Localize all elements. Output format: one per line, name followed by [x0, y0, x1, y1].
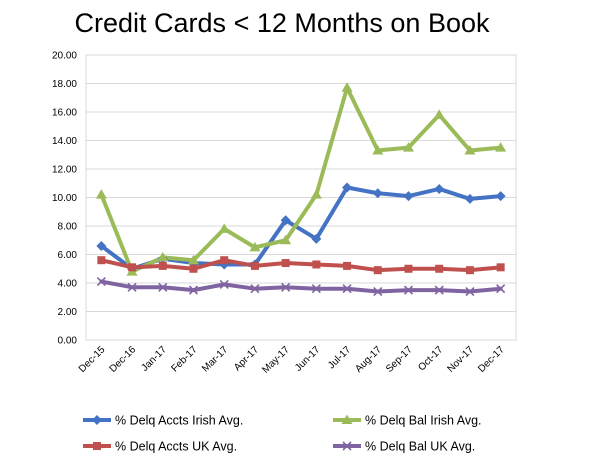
x-tick-label: Apr-17 [232, 344, 261, 373]
y-tick-label: 18.00 [52, 79, 77, 90]
data-point [341, 82, 353, 92]
data-point [403, 142, 414, 152]
data-point [404, 264, 413, 273]
data-point [127, 282, 137, 292]
legend-item: % Delq Bal UK Avg. [333, 440, 475, 454]
data-point [434, 183, 445, 194]
y-tick-label: 6.00 [58, 250, 78, 261]
series-markers [95, 82, 507, 297]
legend-swatch-marker [341, 414, 353, 424]
data-point [249, 241, 261, 252]
series-line-1 [99, 85, 503, 274]
data-point [464, 193, 475, 204]
data-point [250, 261, 259, 270]
y-tick-label: 10.00 [52, 193, 77, 204]
legend-label: % Delq Bal Irish Avg. [365, 414, 482, 428]
legend-item: % Delq Accts Irish Avg. [83, 414, 243, 428]
y-tick-label: 8.00 [58, 222, 78, 233]
y-tick-label: 2.00 [58, 307, 78, 318]
data-point [373, 286, 383, 297]
data-point [434, 285, 444, 295]
data-point [433, 109, 445, 119]
chart-title: Credit Cards < 12 Months on Book [75, 8, 490, 38]
data-point [403, 285, 414, 295]
data-point [158, 282, 168, 292]
series-line-2 [99, 258, 503, 273]
x-tick-label: Feb-17 [169, 344, 199, 374]
data-point [495, 191, 506, 202]
data-point [96, 277, 106, 287]
legend-swatch-marker [342, 441, 352, 451]
x-axis: Dec-15 Dec-16 Jan-17 Feb-17 Mar-17 Apr-17 May-… [77, 344, 507, 376]
y-tick-label: 16.00 [52, 108, 77, 119]
legend-label: % Delq Bal UK Avg. [365, 440, 475, 454]
data-point [372, 188, 383, 199]
data-point [157, 251, 169, 262]
legend-swatch-marker [93, 442, 101, 450]
y-tick-label: 0.00 [58, 336, 78, 347]
x-tick-label: Dec-16 [108, 344, 139, 375]
x-tick-label: Sep-17 [384, 344, 415, 375]
x-tick-label: Aug-17 [353, 344, 384, 375]
data-point [464, 144, 476, 155]
data-point [310, 189, 322, 199]
legend-label: % Delq Accts Irish Avg. [115, 414, 243, 428]
x-tick-label: Jul-17 [326, 344, 353, 371]
x-tick-label: Nov-17 [445, 344, 476, 375]
data-point [95, 189, 107, 199]
x-tick-label: Dec-17 [476, 344, 507, 375]
data-point [128, 263, 137, 272]
y-tick-label: 20.00 [52, 51, 77, 62]
data-point [250, 284, 260, 294]
data-point [280, 215, 291, 226]
data-point [403, 191, 414, 202]
series-line-3 [99, 279, 503, 294]
data-point [312, 260, 321, 269]
data-point [373, 266, 382, 275]
data-point [188, 285, 199, 295]
legend-item: % Delq Accts UK Avg. [83, 440, 237, 454]
data-point [188, 254, 199, 265]
data-point [97, 256, 106, 265]
data-point [342, 284, 352, 294]
data-point [311, 233, 322, 244]
data-point [281, 282, 291, 292]
data-point [281, 259, 290, 268]
y-tick-label: 14.00 [52, 136, 77, 147]
legend-swatch-marker [92, 415, 102, 425]
x-tick-label: Oct-17 [416, 344, 445, 373]
data-point [496, 284, 506, 294]
series-lines [99, 85, 503, 294]
legend-label: % Delq Accts UK Avg. [115, 440, 237, 454]
data-point [219, 279, 229, 289]
x-tick-label: Mar-17 [200, 344, 230, 374]
data-point [343, 261, 352, 270]
data-point [158, 261, 167, 270]
data-point [218, 223, 230, 233]
x-tick-label: Dec-15 [77, 344, 108, 375]
y-axis: 0.00 2.00 4.00 6.00 8.00 10.00 12.00 14.00 16.00… [52, 51, 77, 347]
y-tick-label: 4.00 [58, 279, 78, 290]
data-point [495, 142, 507, 152]
y-tick-label: 12.00 [52, 165, 77, 176]
data-point [435, 264, 444, 273]
x-tick-label: May-17 [260, 344, 292, 376]
data-point [496, 263, 505, 272]
data-point [220, 256, 229, 265]
gridlines [86, 54, 516, 341]
data-point [372, 144, 384, 155]
legend-item: % Delq Bal Irish Avg. [333, 414, 482, 428]
x-tick-label: Jan-17 [140, 344, 170, 374]
data-point [465, 286, 475, 297]
legend: % Delq Accts Irish Avg. % Delq Bal Irish … [83, 414, 482, 454]
data-point [465, 266, 474, 275]
data-point [96, 240, 107, 251]
x-tick-label: Jun-17 [293, 344, 323, 374]
data-point [280, 234, 292, 245]
data-point [342, 182, 353, 193]
data-point [189, 264, 198, 273]
data-point [311, 284, 321, 294]
